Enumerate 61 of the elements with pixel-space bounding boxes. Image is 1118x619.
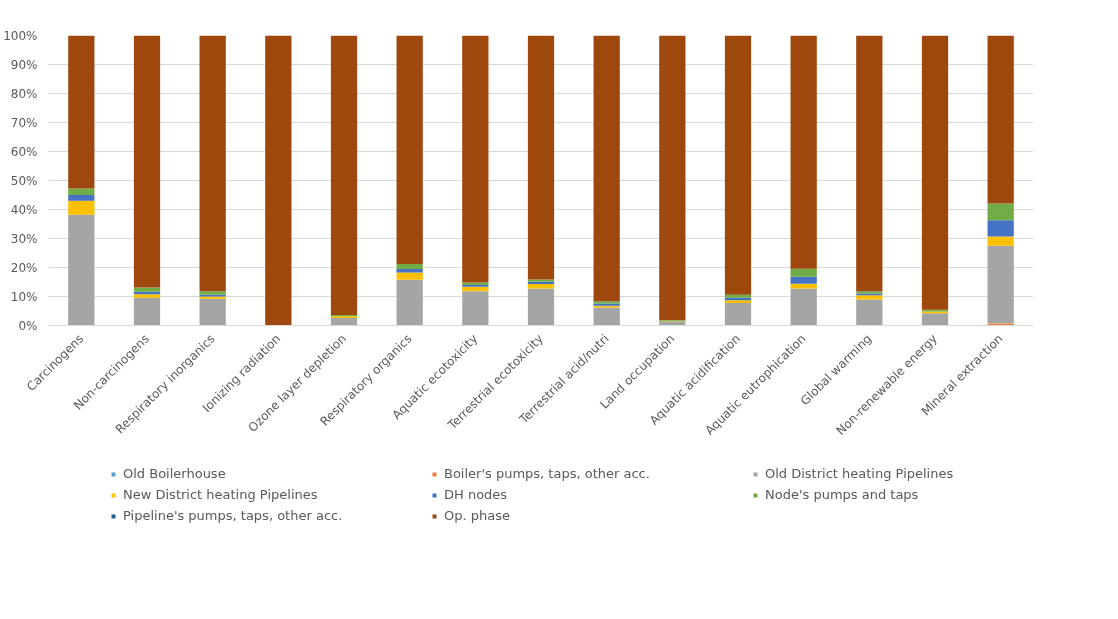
bar [68,214,95,326]
y-tick-label: 60% [10,144,38,159]
bar [396,279,423,326]
bar [921,35,949,310]
legend-label: New District heating Pipelines [123,487,319,502]
bar [987,203,1014,221]
bar [987,35,1014,204]
bar [68,195,95,201]
bar [593,35,620,302]
legend-label: Op. phase [444,508,511,523]
bar [265,35,292,326]
bar [856,295,883,300]
bar [987,323,1014,326]
bar [593,307,620,326]
y-tick-label: 40% [10,202,38,217]
legend-label: Old Boilerhouse [123,466,227,481]
y-tick-label: 70% [10,115,38,130]
bar [330,317,358,326]
bar [199,298,226,326]
bar [724,35,752,295]
y-tick-label: 20% [10,260,38,275]
bar [396,35,423,265]
bar [462,291,489,326]
bar [133,35,161,288]
bar [527,284,555,289]
bar [396,272,423,280]
legend-label: Boiler's pumps, taps, other acc. [444,466,651,481]
bar [462,35,489,283]
bar [68,188,95,195]
bar [987,236,1014,246]
legend-label: Pipeline's pumps, taps, other acc. [123,508,344,523]
bar [527,288,555,326]
bar [987,220,1014,237]
bar [527,35,555,280]
y-tick-label: 90% [10,57,38,72]
bar [68,200,95,215]
bar [790,276,817,284]
y-tick-label: 10% [10,289,38,304]
bar [659,35,686,320]
legend-label: DH nodes [444,487,509,502]
y-tick-label: 50% [10,173,38,188]
bar [987,245,1014,324]
bar [199,35,226,292]
y-tick-label: 0% [18,318,38,333]
y-tick-label: 30% [10,231,38,246]
y-tick-label: 100% [3,28,38,43]
bar [330,35,358,316]
bar [856,299,883,326]
bar [790,35,817,269]
bar [133,287,161,292]
legend-label: Node's pumps and taps [765,487,920,502]
bar [396,264,423,269]
bar [790,268,817,277]
bar [790,288,817,326]
bar [921,313,949,326]
bar [68,35,95,189]
bar [724,302,752,326]
bar [133,297,161,326]
legend-label: Old District heating Pipelines [765,466,955,481]
bar [856,35,883,292]
y-tick-label: 80% [10,86,38,101]
